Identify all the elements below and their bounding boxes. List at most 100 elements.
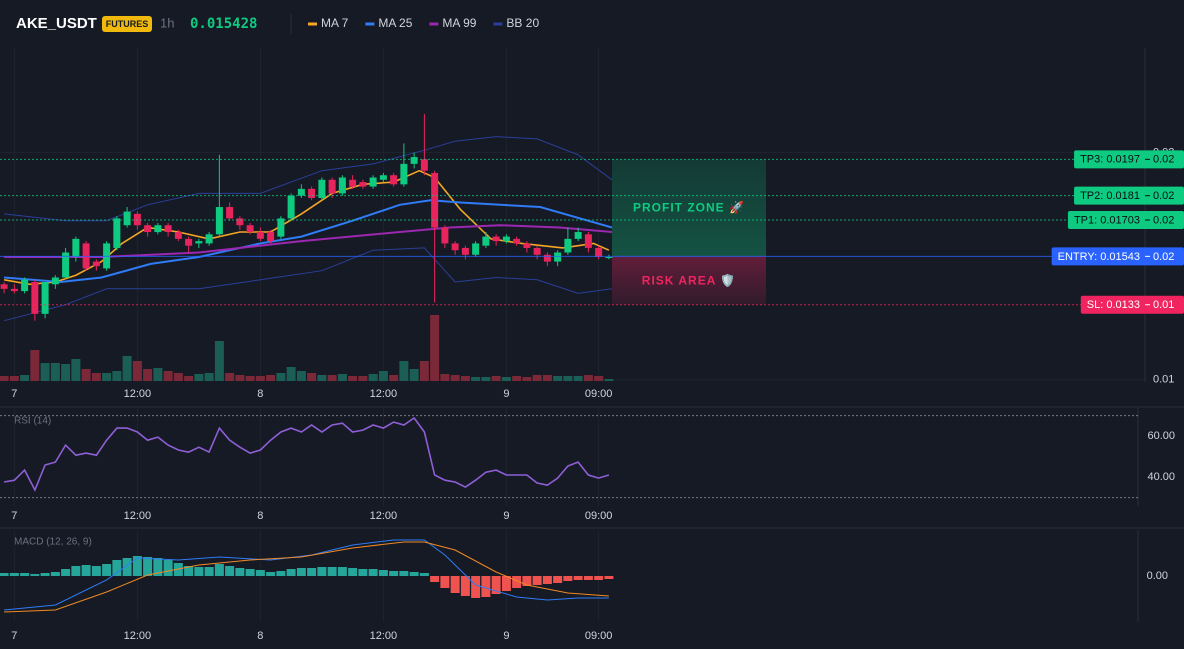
- candle-body: [564, 238, 572, 253]
- volume-bar: [276, 373, 286, 381]
- candle-body: [62, 252, 70, 278]
- macd-histogram: [102, 564, 112, 576]
- candle-body: [584, 234, 592, 248]
- level-box: [1074, 150, 1184, 169]
- level-box: [1051, 247, 1184, 266]
- volume-bar: [184, 376, 194, 381]
- volume-bar: [61, 364, 71, 381]
- x-tick-label: 9: [503, 510, 509, 522]
- macd-histogram: [430, 576, 440, 582]
- volume-bar: [583, 375, 593, 381]
- macd-histogram: [71, 566, 81, 576]
- candle-body: [297, 188, 305, 196]
- candle-body: [369, 177, 377, 187]
- macd-histogram: [491, 576, 501, 594]
- candle-body: [502, 236, 510, 242]
- volume-bar: [471, 377, 481, 381]
- candle-body: [318, 179, 326, 198]
- candle-body: [144, 225, 152, 233]
- candle-body: [400, 163, 408, 185]
- level-label: TP2: 0.0181: [1080, 190, 1140, 202]
- macd-histogram: [194, 567, 204, 576]
- candle-body: [533, 247, 541, 255]
- macd-histogram: [450, 576, 460, 593]
- candle-body: [185, 238, 193, 246]
- candle-body: [338, 177, 346, 194]
- candle-body: [349, 179, 357, 187]
- macd-histogram: [20, 573, 30, 576]
- candle-body: [246, 225, 254, 233]
- candle-body: [21, 279, 29, 292]
- volume-bar: [71, 359, 81, 381]
- candle-body: [574, 232, 582, 239]
- volume-bar: [91, 373, 101, 381]
- volume-bar: [553, 376, 563, 381]
- legend-label: MA 7: [321, 16, 349, 30]
- volume-bar: [173, 373, 183, 381]
- macd-histogram: [378, 570, 388, 576]
- interval: 1h: [160, 15, 174, 30]
- macd-histogram: [471, 576, 481, 598]
- legend-label: MA 25: [378, 16, 412, 30]
- volume-bar: [9, 376, 19, 381]
- level-label: ENTRY: 0.01543: [1058, 251, 1140, 263]
- macd-histogram: [245, 569, 255, 576]
- candle-body: [431, 172, 439, 228]
- macd-histogram: [143, 557, 153, 576]
- rsi-tick-label: 40.00: [1147, 471, 1175, 483]
- candle-body: [390, 175, 398, 185]
- macd-histogram: [91, 566, 101, 576]
- macd-histogram: [594, 576, 604, 580]
- candle-body: [215, 207, 223, 235]
- volume-bar: [512, 376, 522, 381]
- macd-histogram: [327, 567, 337, 576]
- zone: [612, 159, 766, 257]
- level-label: TP1: 0.01703: [1074, 214, 1140, 226]
- candle-body: [0, 284, 8, 289]
- candle-body: [226, 207, 234, 219]
- volume-bar: [40, 363, 50, 381]
- candle-body: [287, 195, 295, 219]
- volume-bar: [317, 375, 327, 381]
- candle-body: [174, 232, 182, 239]
- volume-bar: [450, 375, 460, 381]
- candle-body: [10, 288, 18, 292]
- bollinger-lower: [3, 247, 613, 322]
- moving-average: [4, 199, 613, 284]
- macd-histogram: [184, 566, 194, 576]
- macd-histogram: [440, 576, 450, 588]
- macd-histogram: [389, 571, 399, 576]
- x-tick-label: 7: [11, 388, 17, 400]
- volume-bar: [594, 376, 604, 381]
- macd-histogram: [266, 572, 276, 576]
- volume-bar: [481, 377, 491, 381]
- last-price: 0.015428: [190, 16, 257, 32]
- candle-body: [154, 225, 162, 233]
- rsi-line: [3, 416, 610, 492]
- volume-bar: [563, 376, 573, 381]
- candle-body: [41, 282, 49, 314]
- symbol: AKE_USDT: [16, 15, 97, 32]
- volume-bar: [132, 361, 142, 381]
- macd-histogram: [348, 568, 358, 576]
- x-tick-label: 09:00: [585, 388, 613, 400]
- zone-label: PROFIT ZONE 🚀: [633, 201, 745, 215]
- macd-histogram: [122, 558, 132, 576]
- macd-histogram: [61, 569, 71, 576]
- x-tick-label: 12:00: [370, 510, 398, 522]
- volume-bar: [194, 374, 204, 381]
- macd-title: MACD (12, 26, 9): [14, 537, 92, 548]
- volume-bar: [0, 376, 9, 381]
- legend-label: BB 20: [506, 16, 539, 30]
- volume-bar: [358, 376, 368, 381]
- volume-bar: [30, 350, 40, 381]
- x-tick-label: 7: [11, 630, 17, 642]
- volume-bar: [214, 341, 224, 381]
- x-tick-label: 7: [11, 510, 17, 522]
- macd-histogram: [604, 576, 614, 579]
- macd-histogram: [583, 576, 593, 580]
- macd-histogram: [399, 571, 409, 576]
- candle-body: [236, 218, 244, 226]
- x-tick-label: 12:00: [124, 510, 152, 522]
